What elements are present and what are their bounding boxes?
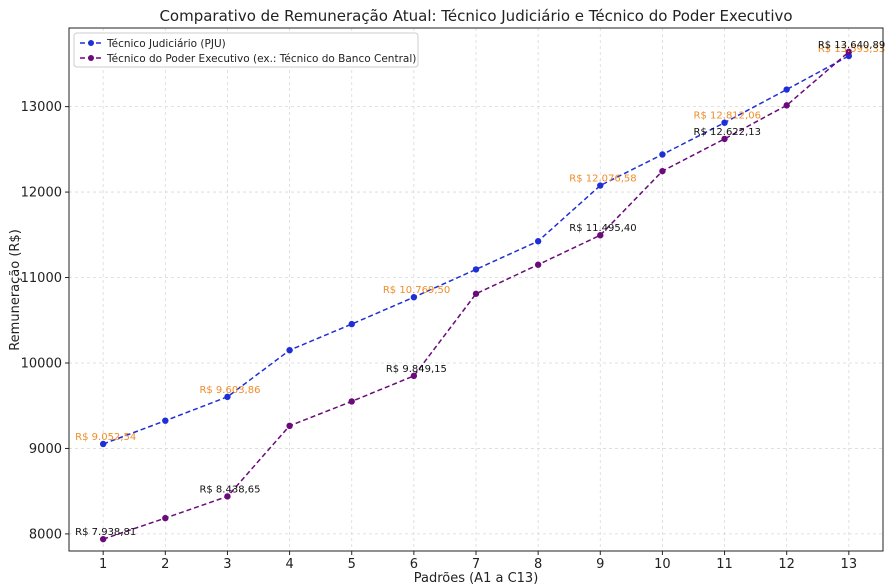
data-point-1 [410, 372, 418, 380]
data-point-0 [597, 182, 604, 189]
data-point-1 [162, 514, 169, 522]
data-point-1 [99, 535, 107, 543]
data-point-1 [659, 167, 666, 175]
grid-layer [69, 28, 883, 551]
data-label: R$ 12.076,58 [569, 174, 636, 185]
y-tick-label: 8000 [29, 527, 62, 542]
x-tick-label: 6 [410, 557, 418, 572]
data-label: R$ 8.438,65 [199, 484, 260, 495]
data-label: R$ 12.812,06 [694, 111, 761, 122]
data-point-0 [472, 266, 480, 273]
data-point-0 [783, 86, 790, 93]
y-tick-label: 10000 [21, 356, 62, 371]
data-label: R$ 12.622,13 [694, 127, 761, 138]
x-tick-label: 3 [223, 557, 231, 572]
data-point-1 [224, 493, 231, 500]
x-tick-label: 13 [841, 557, 858, 572]
data-point-0 [224, 393, 231, 401]
data-point-1 [348, 398, 355, 405]
data-label: R$ 7.938,81 [75, 527, 136, 538]
series-layer [99, 48, 853, 543]
data-label: R$ 9.603,86 [199, 385, 260, 396]
data-point-0 [410, 294, 418, 301]
data-label: R$ 10.769,50 [383, 285, 450, 296]
x-tick-label: 11 [716, 557, 733, 572]
x-tick-label: 8 [534, 557, 542, 572]
data-point-0 [286, 346, 293, 354]
x-tick-label: 9 [596, 557, 604, 572]
y-tick-label: 11000 [21, 271, 62, 286]
legend-label-executivo: Técnico do Poder Executivo (ex.: Técnico… [106, 53, 416, 65]
legend-marker-executivo [88, 55, 94, 61]
x-axis-label: Padrões (A1 a C13) [414, 571, 539, 586]
data-point-0 [659, 151, 666, 158]
data-label: R$ 9.052,54 [75, 432, 136, 443]
data-point-1 [472, 290, 480, 297]
chart-title: Comparativo de Remuneração Atual: Técnic… [159, 7, 792, 25]
legend-box [73, 32, 419, 68]
data-point-0 [99, 440, 107, 448]
data-label: R$ 13.640,89 [818, 40, 885, 51]
x-tick-label: 1 [99, 557, 107, 572]
x-tick-label: 5 [348, 557, 356, 572]
data-point-1 [597, 232, 604, 239]
y-axis-label: Remuneração (R$) [8, 229, 23, 351]
data-point-1 [845, 48, 853, 56]
data-label: R$ 11.495,40 [569, 223, 636, 234]
y-tick-label: 9000 [29, 442, 62, 457]
x-tick-label: 4 [285, 557, 293, 572]
data-label: R$ 9.849,15 [386, 364, 447, 375]
data-point-1 [534, 261, 542, 268]
x-tick-label: 10 [654, 557, 671, 572]
legend-marker-pju [88, 40, 94, 46]
y-tick-label: 13000 [21, 100, 62, 115]
x-tick-label: 2 [161, 557, 169, 572]
data-point-1 [286, 422, 293, 430]
data-point-1 [721, 135, 728, 143]
data-point-0 [534, 238, 542, 245]
data-point-1 [783, 102, 790, 109]
tick-layer: 1 2 3 4 5 6 7 8 9 10 11 12 1380009000100001100012000… [21, 100, 857, 572]
y-tick-label: 12000 [21, 186, 62, 201]
data-point-0 [348, 320, 355, 328]
annotation-layer: R$ 9.052,54 R$ 9.603,86 R$ 10.769,50 R$ 12.… [75, 40, 885, 538]
legend-label-pju: Técnico Judiciário (PJU) [106, 38, 226, 50]
data-point-0 [721, 119, 728, 126]
data-point-0 [162, 417, 169, 424]
x-tick-label: 12 [778, 557, 795, 572]
data-label: R$ 13.593,33 [818, 44, 885, 55]
legend: Técnico Judiciário (PJU) Técnico do Pode… [73, 32, 419, 68]
x-tick-label: 7 [472, 557, 480, 572]
